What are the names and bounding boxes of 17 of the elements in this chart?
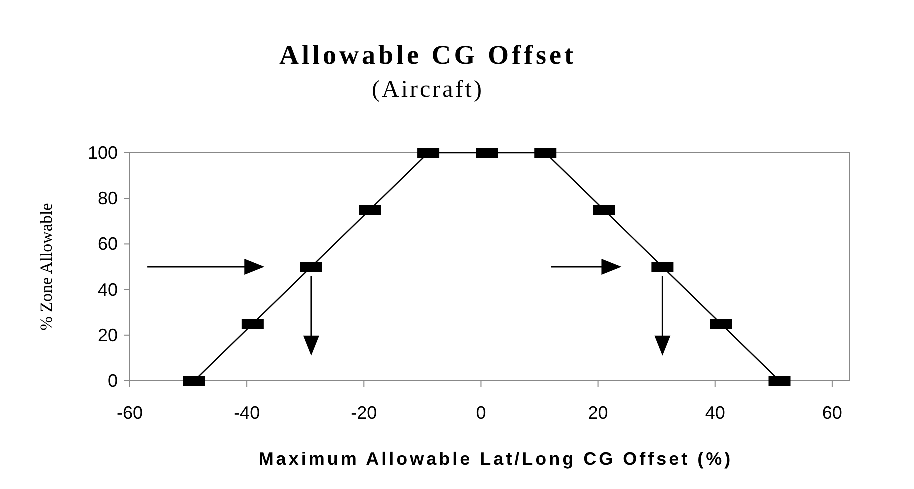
y-axis-title: % Zone Allowable [37, 203, 56, 331]
x-tick-label: 0 [476, 403, 486, 423]
chart-subtitle: (Aircraft) [372, 77, 484, 103]
x-tick-label: 20 [588, 403, 608, 423]
x-tick-label: -60 [116, 403, 144, 423]
y-tick-label: 40 [98, 280, 118, 300]
y-tick-label: 60 [98, 234, 118, 254]
y-tick-label: 80 [98, 188, 118, 209]
y-tick-label: 20 [98, 325, 118, 346]
x-tick-label: 60 [822, 403, 842, 423]
x-tick-label: -40 [234, 403, 260, 423]
x-axis-title: Maximum Allowable Lat/Long CG Offset (%) [258, 449, 734, 469]
chart-title: Allowable CG Offset [280, 40, 576, 70]
x-tick-label: -20 [351, 403, 378, 423]
x-tick-label: 40 [705, 403, 726, 423]
y-tick-label: 0 [108, 371, 118, 391]
y-tick-label: 100 [88, 143, 118, 163]
